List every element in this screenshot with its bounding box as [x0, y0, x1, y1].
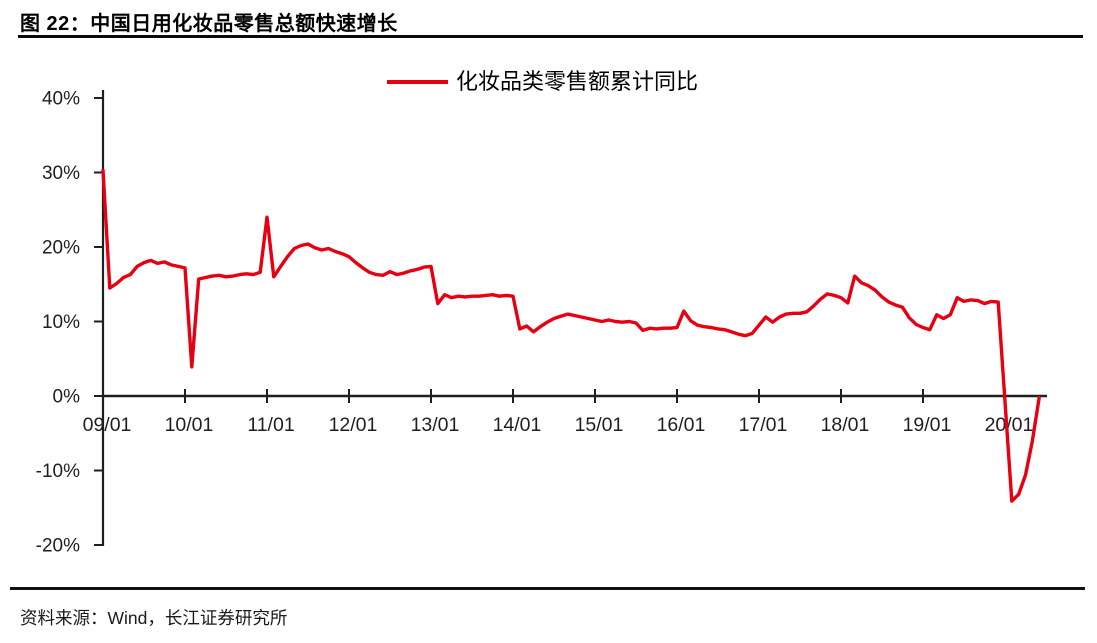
- legend-line-marker: [387, 80, 448, 84]
- source-note: 资料来源：Wind，长江证券研究所: [20, 608, 288, 628]
- y-tick-label: -20%: [36, 536, 80, 557]
- title-underline-rule: [18, 35, 1083, 38]
- x-tick-label: 13/01: [411, 414, 460, 436]
- y-tick-label: 0%: [53, 387, 81, 408]
- x-tick-label: 16/01: [657, 414, 706, 436]
- legend: 化妆品类零售额累计同比: [387, 71, 698, 93]
- y-tick-label: 10%: [42, 312, 80, 333]
- x-tick-label: 12/01: [329, 414, 378, 436]
- series-line: [101, 168, 1041, 503]
- x-tick-label: 17/01: [739, 414, 788, 436]
- x-tick-label: 20/01: [985, 414, 1034, 436]
- x-tick-label: 11/01: [247, 414, 294, 436]
- x-tick-label: 14/01: [493, 414, 542, 436]
- y-tick-label: 40%: [42, 89, 80, 110]
- chart-axis-labels: 40% 30% 20% 10% 0% -10% -20% 09/01 10/01 11/01 12/…: [36, 89, 1034, 557]
- x-tick-label: 10/01: [165, 414, 214, 436]
- y-tick-label: -10%: [36, 461, 80, 482]
- x-tick-label: 09/01: [83, 414, 132, 436]
- x-tick-label: 19/01: [903, 414, 952, 436]
- bottom-separator-rule: [10, 587, 1085, 590]
- chart-series: [101, 168, 1041, 503]
- y-tick-label: 30%: [42, 163, 80, 184]
- legend-label: 化妆品类零售额累计同比: [456, 69, 699, 94]
- chart-axes: [94, 90, 1047, 546]
- x-tick-label: 18/01: [821, 414, 870, 436]
- x-tick-label: 15/01: [575, 414, 624, 436]
- y-tick-label: 20%: [42, 238, 80, 259]
- figure-title: 图 22：中国日用化妆品零售总额快速增长: [20, 13, 398, 35]
